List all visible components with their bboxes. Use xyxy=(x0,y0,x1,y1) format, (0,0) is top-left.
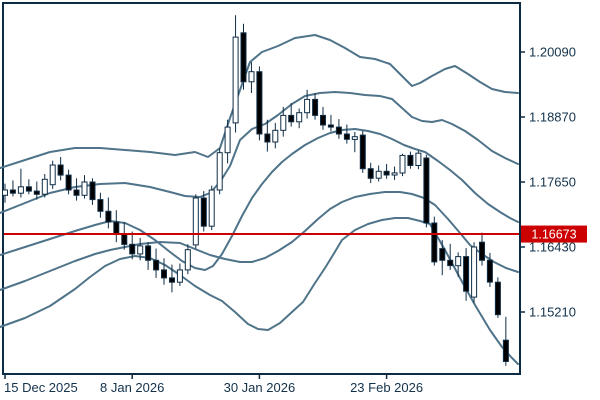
candle-body xyxy=(423,157,430,224)
candle-body xyxy=(304,98,311,114)
candle-body xyxy=(494,281,501,316)
candle-body xyxy=(176,269,183,283)
candle-body xyxy=(320,114,326,126)
candle-body xyxy=(232,36,239,124)
candle-body xyxy=(264,133,271,143)
y-axis: 1.20090 1.18870 1.17650 1.16430 1.15210 xyxy=(520,45,576,320)
candle-body xyxy=(17,186,24,194)
y-axis-label: 1.16430 xyxy=(529,240,576,255)
candle-body xyxy=(25,186,32,192)
candle-body xyxy=(463,256,470,292)
plot-border xyxy=(2,2,521,375)
candle-body xyxy=(280,114,287,131)
candle-body xyxy=(312,98,319,116)
candle-body xyxy=(224,126,231,154)
candle-body xyxy=(391,172,398,176)
candle-body xyxy=(272,129,279,143)
y-axis-label: 1.17650 xyxy=(529,175,576,190)
y-axis-label: 1.18870 xyxy=(529,110,576,125)
candle-body xyxy=(439,248,446,261)
candle-body xyxy=(81,181,88,196)
y-axis-label: 1.15210 xyxy=(529,305,576,320)
candle-body xyxy=(399,154,406,174)
x-axis-label: 30 Jan 2026 xyxy=(224,380,296,395)
candle-body xyxy=(415,152,422,166)
candle-body xyxy=(208,189,215,227)
upper-band-inner xyxy=(0,91,519,214)
candle-body xyxy=(145,245,152,261)
candle-body xyxy=(216,152,223,191)
candle-body xyxy=(192,197,199,246)
candle-body xyxy=(161,269,167,279)
candle-body xyxy=(447,259,454,267)
candle-body xyxy=(65,174,72,191)
candle-body xyxy=(335,126,342,135)
candle-body xyxy=(248,71,255,83)
candle-body xyxy=(105,210,112,223)
candle-body xyxy=(113,221,120,235)
band-lines xyxy=(0,34,519,365)
y-axis-label: 1.20090 xyxy=(529,45,576,60)
x-axis-label: 8 Jan 2026 xyxy=(100,380,164,395)
candle-body xyxy=(9,189,16,194)
middle-band xyxy=(0,128,519,271)
candle-body xyxy=(49,164,56,186)
candle-body xyxy=(33,190,40,195)
candle-body xyxy=(367,168,374,179)
candle-body xyxy=(89,181,96,201)
candle-body xyxy=(200,197,207,227)
upper-band-outer xyxy=(0,34,519,169)
candle-body xyxy=(471,246,478,298)
candle-body xyxy=(137,245,144,255)
candle-body xyxy=(502,339,509,363)
candle-body xyxy=(327,124,334,128)
price-line-group: 1.16673 xyxy=(4,225,587,243)
x-axis-label: 23 Feb 2026 xyxy=(350,380,423,395)
x-axis-label: 15 Dec 2025 xyxy=(4,380,78,395)
candle-body xyxy=(2,189,8,196)
candle-body xyxy=(97,199,104,212)
candle-body xyxy=(375,170,382,179)
current-price-label: 1.16673 xyxy=(531,228,576,242)
candle-body xyxy=(288,114,295,123)
candle-body xyxy=(407,154,414,166)
candle-body xyxy=(129,243,136,255)
candle-body xyxy=(153,259,160,271)
candle-body xyxy=(431,222,438,263)
candle-body xyxy=(121,233,128,245)
x-axis: 15 Dec 2025 8 Jan 2026 30 Jan 2026 23 Feb 2… xyxy=(4,374,423,395)
current-price-label-box xyxy=(521,225,587,243)
candle-body xyxy=(256,71,263,135)
lower-band-outer xyxy=(0,217,519,365)
candle-body xyxy=(351,136,358,140)
candle-body xyxy=(73,189,80,196)
candle-body xyxy=(479,241,485,261)
candle-body xyxy=(296,112,303,123)
candle-body xyxy=(57,164,64,176)
candlestick-series xyxy=(2,15,509,366)
lower-band-inner xyxy=(0,191,519,291)
candle-body xyxy=(359,134,366,170)
candle-body xyxy=(184,249,191,271)
candle-body xyxy=(169,277,175,283)
candle-body xyxy=(343,133,350,140)
candle-body xyxy=(240,32,247,83)
candle-body xyxy=(41,178,48,195)
candle-body xyxy=(455,256,462,267)
candle-body xyxy=(486,259,493,283)
candle-body xyxy=(383,170,390,176)
